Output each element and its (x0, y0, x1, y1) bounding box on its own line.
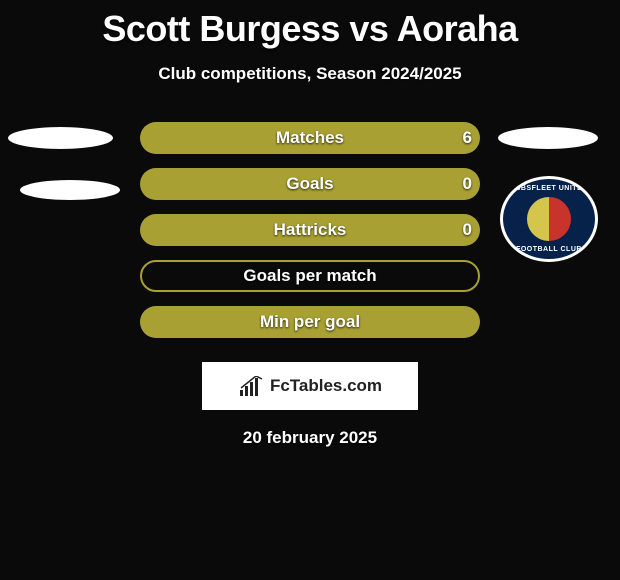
stat-label: Goals (286, 174, 333, 194)
stat-value-right: 0 (463, 220, 472, 240)
stat-label: Goals per match (243, 266, 376, 286)
page-title: Scott Burgess vs Aoraha (0, 0, 620, 50)
stat-row-matches: Matches 6 (0, 122, 620, 166)
footer-date: 20 february 2025 (0, 428, 620, 448)
stats-area: Matches 6 Goals 0 Hattricks 0 Goals per … (0, 122, 620, 350)
stat-row-min-per-goal: Min per goal (0, 306, 620, 350)
stat-row-goals-per-match: Goals per match (0, 260, 620, 304)
stat-label: Hattricks (274, 220, 347, 240)
brand-name: FcTables.com (270, 376, 382, 396)
stat-label: Matches (276, 128, 344, 148)
stat-row-hattricks: Hattricks 0 (0, 214, 620, 258)
page-subtitle: Club competitions, Season 2024/2025 (0, 64, 620, 84)
stat-value-right: 0 (463, 174, 472, 194)
chart-icon (238, 376, 264, 396)
brand-box[interactable]: FcTables.com (202, 362, 418, 410)
stat-value-right: 6 (463, 128, 472, 148)
stat-row-goals: Goals 0 (0, 168, 620, 212)
stat-label: Min per goal (260, 312, 360, 332)
